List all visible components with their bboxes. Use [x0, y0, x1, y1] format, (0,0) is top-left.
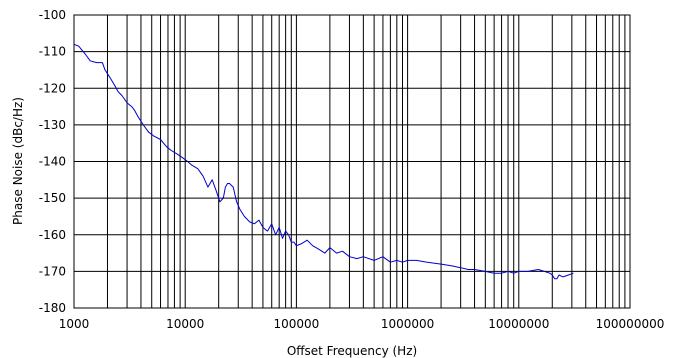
x-tick-label: 100000000 [596, 317, 665, 331]
x-axis-title: Offset Frequency (Hz) [287, 344, 417, 358]
x-tick-label: 100000 [273, 317, 319, 331]
series-line [73, 43, 574, 280]
y-tick-label: -110 [39, 45, 66, 59]
plot-border [73, 14, 631, 309]
x-tick-label: 1000 [59, 317, 90, 331]
y-tick-label: -180 [39, 301, 66, 315]
series-group [73, 43, 574, 280]
y-tick-label: -170 [39, 264, 66, 278]
y-tick-label: -150 [39, 191, 66, 205]
y-tick-label: -120 [39, 81, 66, 95]
y-tick-label: -160 [39, 228, 66, 242]
y-tick-label: -100 [39, 8, 66, 22]
x-tick-label: 10000 [166, 317, 204, 331]
tick-labels: -100 -110 -120 -130 -140 -150 -160 -170 -180 1000… [39, 8, 665, 331]
grid-lines [74, 15, 630, 308]
x-tick-label: 10000000 [488, 317, 549, 331]
y-tick-label: -140 [39, 155, 66, 169]
y-axis-title: Phase Noise (dBc/Hz) [11, 97, 25, 225]
y-tick-label: -130 [39, 118, 66, 132]
x-tick-label: 1000000 [381, 317, 434, 331]
